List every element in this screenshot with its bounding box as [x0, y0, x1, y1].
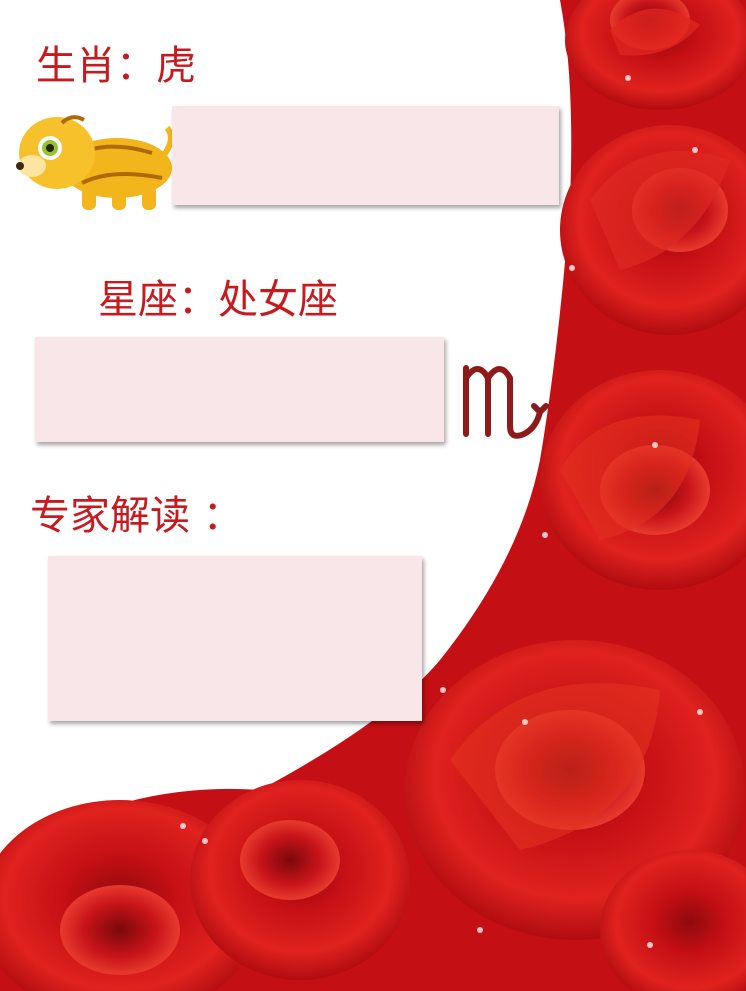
expert-text-box [48, 556, 422, 721]
rose-upper-right [560, 125, 746, 335]
water-droplets [180, 75, 703, 948]
tiger-icon [16, 115, 174, 210]
rose-bottom-right [600, 850, 746, 991]
zodiac-text-box [172, 106, 559, 205]
rose-bottom-middle [190, 780, 410, 980]
virgo-symbol-icon [463, 365, 549, 439]
sign-text-box [35, 337, 444, 442]
rose-bottom-left [0, 800, 260, 991]
sign-label: 星座：处女座 [98, 277, 338, 323]
expert-label: 专家解读 ： [30, 493, 243, 539]
rose-top-right [565, 0, 746, 110]
zodiac-label: 生肖：虎 [36, 43, 196, 89]
rose-middle-right [540, 370, 746, 590]
